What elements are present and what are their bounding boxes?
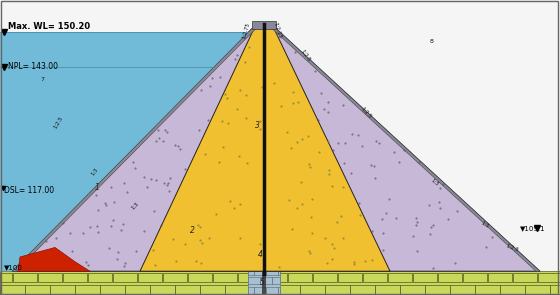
Bar	[450, 285, 475, 294]
Bar	[260, 277, 272, 284]
Bar	[200, 285, 225, 294]
Bar	[248, 287, 254, 294]
Bar	[338, 273, 362, 282]
Text: 1:2.5: 1:2.5	[53, 115, 64, 130]
Bar	[288, 273, 312, 282]
Bar	[248, 266, 280, 295]
Bar	[513, 273, 537, 282]
Bar	[550, 285, 559, 294]
Bar	[276, 285, 300, 294]
Polygon shape	[18, 248, 90, 271]
Polygon shape	[12, 29, 540, 271]
Bar	[463, 273, 487, 282]
Polygon shape	[272, 29, 540, 271]
Text: 1:2.75: 1:2.75	[242, 22, 251, 39]
Bar	[188, 273, 212, 282]
Text: 1:2.5: 1:2.5	[300, 49, 312, 63]
Text: 1:2.5: 1:2.5	[505, 243, 519, 253]
Bar	[248, 277, 260, 284]
Bar	[278, 287, 279, 294]
Text: 4: 4	[258, 250, 263, 259]
Bar	[278, 268, 279, 275]
Bar	[0, 271, 560, 295]
Bar	[438, 273, 462, 282]
Polygon shape	[0, 32, 248, 271]
Text: 1:2.5: 1:2.5	[360, 107, 373, 120]
Bar	[263, 273, 287, 282]
Text: 1:3: 1:3	[430, 178, 440, 186]
Text: 1:3: 1:3	[480, 221, 490, 230]
Text: 1:2.25: 1:2.25	[272, 22, 282, 39]
Bar	[1, 273, 12, 282]
Bar	[413, 273, 437, 282]
Bar	[125, 285, 150, 294]
Bar	[267, 268, 278, 275]
Bar	[488, 273, 512, 282]
Bar	[1, 285, 25, 294]
Bar	[252, 22, 276, 29]
Bar	[75, 285, 100, 294]
Bar	[351, 285, 375, 294]
Bar	[25, 285, 50, 294]
Bar	[425, 285, 450, 294]
Bar	[313, 273, 337, 282]
Text: 1:3: 1:3	[130, 201, 139, 210]
Bar	[213, 273, 237, 282]
Bar	[250, 285, 275, 294]
Polygon shape	[140, 29, 390, 271]
Text: 1: 1	[95, 183, 100, 192]
Bar	[475, 285, 500, 294]
Bar	[272, 277, 279, 284]
Text: 1:3: 1:3	[90, 167, 99, 177]
Bar	[375, 285, 400, 294]
Bar	[63, 273, 87, 282]
Bar	[400, 285, 424, 294]
Text: 5: 5	[260, 278, 265, 288]
Text: DSL= 117.00: DSL= 117.00	[4, 186, 54, 195]
Bar	[363, 273, 387, 282]
Text: Max. WL= 150.20: Max. WL= 150.20	[8, 22, 90, 31]
Bar	[248, 268, 254, 275]
Bar	[500, 285, 525, 294]
Bar	[388, 273, 412, 282]
Bar	[254, 268, 265, 275]
Bar	[88, 273, 112, 282]
Bar	[113, 273, 137, 282]
Bar	[13, 273, 37, 282]
Bar	[325, 285, 349, 294]
Bar	[138, 273, 162, 282]
Text: 3: 3	[255, 122, 260, 130]
Bar	[538, 273, 559, 282]
Bar	[150, 285, 175, 294]
Polygon shape	[12, 29, 256, 271]
Text: ▼109.1: ▼109.1	[520, 225, 545, 231]
Bar	[225, 285, 250, 294]
Bar	[238, 273, 262, 282]
Bar	[100, 285, 125, 294]
Bar	[254, 287, 265, 294]
Bar	[300, 285, 325, 294]
Bar	[175, 285, 200, 294]
Bar	[267, 287, 278, 294]
Text: 2: 2	[190, 226, 195, 235]
Text: NPL= 143.00: NPL= 143.00	[8, 62, 58, 71]
Bar	[525, 285, 550, 294]
Bar	[163, 273, 187, 282]
Text: ▼100: ▼100	[4, 264, 23, 270]
Bar	[50, 285, 74, 294]
Text: 7: 7	[40, 77, 44, 82]
Text: 8: 8	[430, 39, 434, 44]
Bar	[38, 273, 62, 282]
